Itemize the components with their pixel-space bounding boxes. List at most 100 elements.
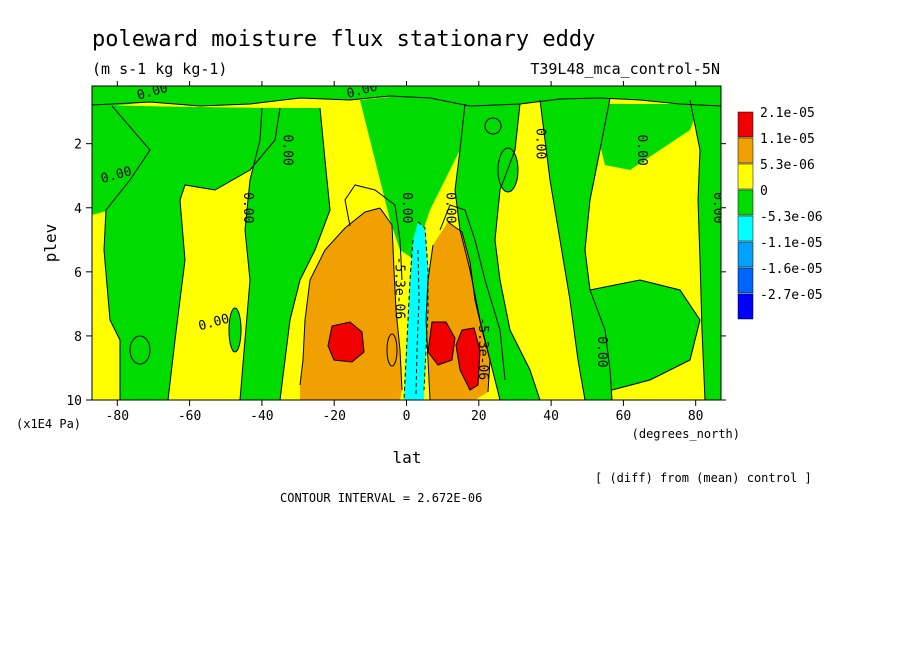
field-green-blob <box>130 336 150 364</box>
legend-label: -2.7e-05 <box>760 288 823 303</box>
diff-note: [ (diff) from (mean) control ] <box>595 471 812 485</box>
contour-line <box>386 333 398 367</box>
legend-swatch <box>737 267 754 294</box>
contour-line <box>539 99 586 400</box>
contour-label: 0.00 <box>710 192 725 223</box>
contour-line <box>439 204 506 381</box>
chart-title: poleward moisture flux stationary eddy <box>92 27 595 52</box>
contour-line <box>279 107 331 400</box>
legend-swatch <box>737 163 754 190</box>
x-axis-units: (degrees_north) <box>632 427 740 441</box>
y-tick-label: 8 <box>74 330 82 345</box>
field-orange-left-lobe <box>300 208 402 400</box>
field-red-right-1 <box>428 322 455 365</box>
contour-line <box>344 184 403 281</box>
y-tick-label: 2 <box>74 138 82 153</box>
y-tick-label: 10 <box>66 394 82 409</box>
contour-label: 0.00 <box>240 192 255 223</box>
x-tick-label: -80 <box>106 409 129 424</box>
contour-line <box>484 117 502 135</box>
contour-label: -5.3e-06 <box>392 257 407 320</box>
field-green-right-column <box>540 98 612 400</box>
x-tick-label: 40 <box>543 409 559 424</box>
legend-swatch <box>737 189 754 216</box>
field-green-right-lower <box>590 280 700 390</box>
contour-line <box>494 103 541 400</box>
contour-line-negative <box>417 221 429 391</box>
contour-line <box>327 321 365 363</box>
field-green-left-mid <box>240 108 330 400</box>
x-tick-label: 80 <box>688 409 704 424</box>
y-tick-label: 6 <box>74 266 82 281</box>
x-tick-label: -60 <box>178 409 201 424</box>
contour-label: 0.00 <box>533 128 548 159</box>
contour-line <box>584 97 613 400</box>
contour-label: -5.3e-06 <box>475 317 490 380</box>
legend-label: -5.3e-06 <box>760 210 823 225</box>
x-tick-label: -40 <box>250 409 273 424</box>
chart-units: (m s-1 kg kg-1) <box>92 60 227 78</box>
contour-label: 0.00 <box>399 192 414 223</box>
legend-swatch <box>737 137 754 164</box>
field-green-center <box>360 96 470 260</box>
legend-label: 5.3e-06 <box>760 158 815 173</box>
y-axis-label: plev <box>41 224 60 263</box>
x-tick-label: 0 <box>403 409 411 424</box>
legend-swatch <box>737 293 754 320</box>
field-green-left-upper <box>104 106 280 400</box>
field-cyan-core <box>404 222 428 400</box>
contour-line <box>92 95 721 107</box>
field-orange-blob <box>387 334 397 366</box>
y-tick-label: 4 <box>74 202 82 217</box>
field-green-right-center <box>455 104 540 400</box>
legend-label: 1.1e-05 <box>760 132 815 147</box>
contour-label: 0.00 <box>442 192 457 223</box>
contour-line <box>497 147 519 193</box>
contour-line <box>427 321 456 366</box>
contour-label: 0.00 <box>280 134 295 165</box>
field-red-left <box>328 322 364 362</box>
contour-line <box>589 279 701 391</box>
legend-label: 0 <box>760 184 768 199</box>
contour-line-negative <box>403 239 414 400</box>
legend-label: -1.6e-05 <box>760 262 823 277</box>
contour-line <box>167 107 281 400</box>
contour-line <box>455 327 481 391</box>
legend-swatch <box>737 215 754 242</box>
field-red-right-2 <box>456 328 480 390</box>
x-tick-label: 20 <box>471 409 487 424</box>
x-tick-label: 60 <box>616 409 632 424</box>
negative-contours <box>403 221 429 400</box>
contour-line <box>239 107 263 400</box>
color-legend: 2.1e-05 1.1e-05 5.3e-06 0 -5.3e-06 -1.1e-05 -1… <box>737 106 823 320</box>
contour-line <box>103 105 151 400</box>
contour-label: 0.00 <box>634 134 649 165</box>
contour-line <box>379 207 403 391</box>
legend-label: 2.1e-05 <box>760 106 815 121</box>
contour-line-negative <box>415 249 420 396</box>
y-axis-units: (x1E4 Pa) <box>16 417 81 431</box>
field-green-blob <box>485 118 501 134</box>
experiment-label: T39L48_mca_control-5N <box>530 60 720 78</box>
field-green-right-upper <box>590 104 700 170</box>
contour-line <box>129 335 151 365</box>
field-green-blob <box>229 308 241 352</box>
legend-swatch <box>737 111 754 138</box>
contour-line <box>689 99 706 400</box>
contour-lines <box>92 95 721 400</box>
contour-line <box>454 103 501 400</box>
x-axis: -80 -60 -40 -20 0 20 40 60 80 <box>106 81 704 424</box>
contour-interval: CONTOUR INTERVAL = 2.672E-06 <box>280 491 482 505</box>
contour-label: 0.00 <box>594 336 609 367</box>
x-axis-label: lat <box>393 448 422 467</box>
contour-line <box>228 307 242 353</box>
y-axis: 2 4 6 8 10 <box>66 138 726 409</box>
legend-label: -1.1e-05 <box>760 236 823 251</box>
field-green-far-right <box>690 100 721 400</box>
contour-line <box>425 244 434 400</box>
legend-swatch <box>737 241 754 268</box>
x-tick-label: -20 <box>322 409 345 424</box>
contour-line <box>299 207 381 386</box>
plot-area: 0.00 0.000.000.000.000.000.00 0.000.00 0.00… <box>92 86 725 400</box>
